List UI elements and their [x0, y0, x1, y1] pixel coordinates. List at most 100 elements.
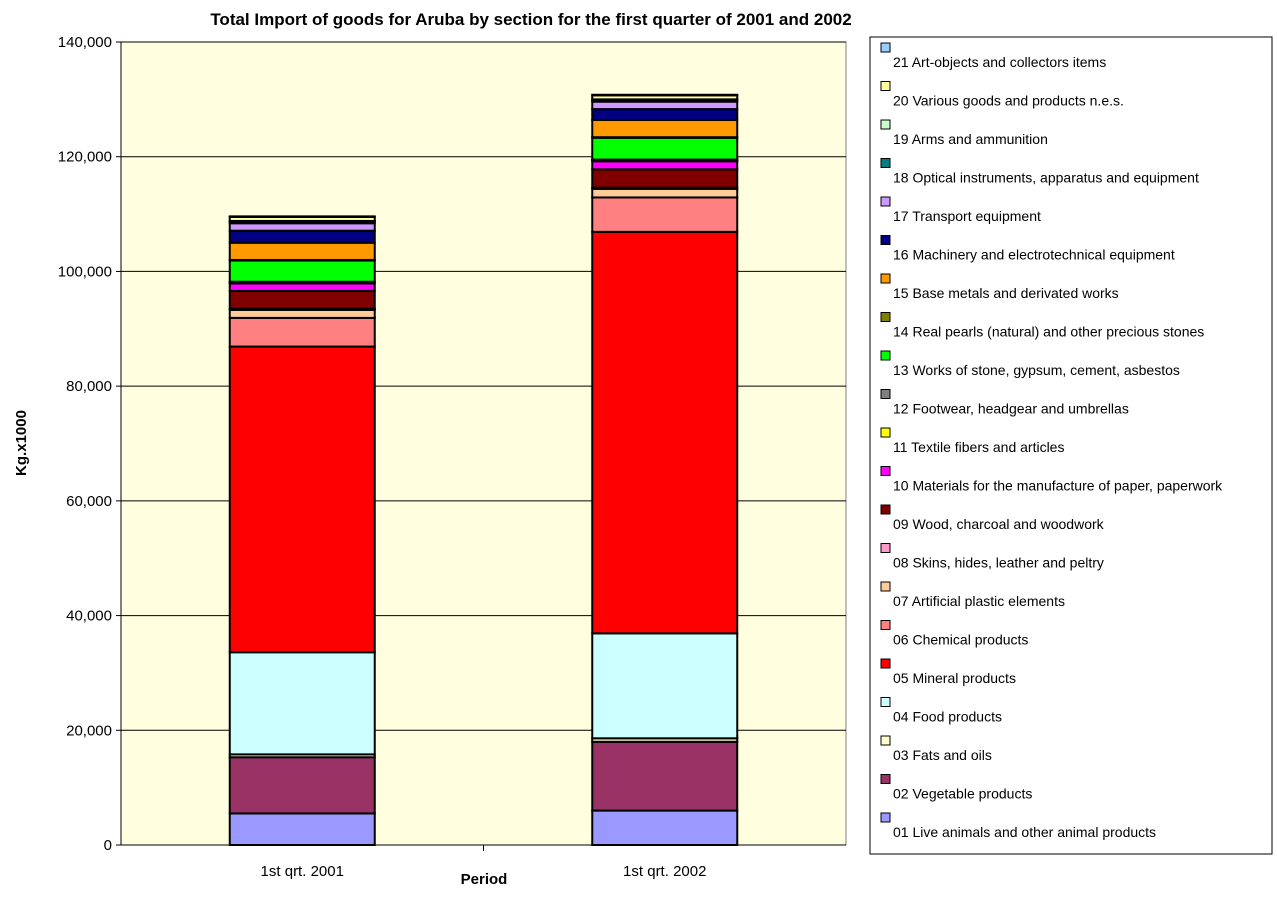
y-tick-label: 40,000: [66, 608, 112, 625]
bar-segment: [228, 651, 376, 756]
legend-item: 17 Transport equipment: [880, 196, 1041, 224]
bar-segment: [591, 100, 739, 111]
legend-swatch: [880, 735, 891, 746]
legend-swatch: [880, 774, 891, 784]
legend-label: 01 Live animals and other animal product…: [893, 824, 1156, 840]
legend-label: 12 Footwear, headgear and umbrellas: [893, 401, 1129, 417]
legend-label: 15 Base metals and derivated works: [893, 285, 1119, 301]
legend-label: 11 Textile fibers and articles: [893, 439, 1064, 455]
legend-swatch: [880, 273, 891, 284]
legend-item: 03 Fats and oils: [880, 735, 992, 763]
legend-swatch: [880, 658, 891, 669]
bar-segment: [228, 229, 376, 244]
bar-segment: [591, 168, 739, 189]
bar-segment: [591, 108, 739, 122]
y-tick-label: 0: [104, 837, 112, 854]
legend-label: 21 Art-objects and collectors items: [893, 54, 1106, 70]
legend-item: 07 Artificial plastic elements: [880, 581, 1065, 609]
bar-segment: [591, 119, 739, 139]
legend-label: 03 Fats and oils: [893, 747, 992, 763]
legend-label: 09 Wood, charcoal and woodwork: [893, 516, 1105, 532]
y-tick-label: 60,000: [66, 493, 112, 510]
bar-segment: [591, 187, 739, 199]
bar-segment: [591, 160, 739, 171]
legend-label: 19 Arms and ammunition: [893, 131, 1048, 147]
legend-swatch: [880, 312, 891, 322]
bar-segment: [228, 345, 376, 654]
legend-swatch: [880, 42, 891, 53]
legend-label: 05 Mineral products: [893, 670, 1016, 686]
chart-title: Total Import of goods for Aruba by secti…: [210, 10, 851, 29]
bar-segment: [228, 282, 376, 292]
legend-label: 18 Optical instruments, apparatus and eq…: [893, 170, 1199, 186]
x-tick-label: 1st qrt. 2002: [623, 863, 706, 880]
y-tick-label: 20,000: [66, 722, 112, 739]
bar-segment: [228, 289, 376, 310]
legend-label: 02 Vegetable products: [893, 786, 1032, 802]
legend-label: 04 Food products: [893, 709, 1002, 725]
legend-label: 17 Transport equipment: [893, 208, 1041, 224]
legend-swatch: [880, 389, 891, 399]
bar-segment: [591, 740, 739, 812]
legend-label: 14 Real pearls (natural) and other preci…: [893, 324, 1204, 340]
legend-swatch: [880, 235, 891, 245]
legend-item: 09 Wood, charcoal and woodwork: [880, 504, 1105, 532]
y-tick-label: 80,000: [66, 378, 112, 395]
legend-swatch: [880, 350, 891, 361]
legend-swatch: [880, 427, 891, 438]
legend-item: 11 Textile fibers and articles: [880, 427, 1064, 455]
bar-segment: [228, 222, 376, 232]
y-axis-title: Kg.x1000: [13, 410, 30, 476]
legend-swatch: [880, 81, 891, 91]
y-tick-label: 120,000: [58, 149, 112, 166]
legend-item: 16 Machinery and electrotechnical equipm…: [880, 235, 1175, 263]
legend-item: 10 Materials for the manufacture of pape…: [880, 466, 1223, 494]
bar-segment: [591, 196, 739, 233]
legend-label: 20 Various goods and products n.e.s.: [893, 93, 1124, 109]
x-axis-title: Period: [461, 871, 508, 888]
legend-swatch: [880, 697, 891, 707]
legend-item: 02 Vegetable products: [880, 774, 1032, 802]
bar-segment: [591, 230, 739, 635]
legend-item: 18 Optical instruments, apparatus and eq…: [880, 158, 1199, 186]
legend: 21 Art-objects and collectors items 20 Va…: [880, 42, 1223, 840]
legend-box: [869, 36, 1273, 855]
bar-segment: [228, 308, 376, 319]
legend-label: 16 Machinery and electrotechnical equipm…: [893, 247, 1175, 263]
legend-item: 08 Skins, hides, leather and peltry: [880, 543, 1104, 571]
bar-segment: [591, 809, 739, 846]
legend-label: 07 Artificial plastic elements: [893, 593, 1065, 609]
legend-item: 06 Chemical products: [880, 620, 1028, 648]
y-tick-label: 100,000: [58, 263, 112, 280]
legend-label: 08 Skins, hides, leather and peltry: [893, 555, 1104, 571]
legend-item: 21 Art-objects and collectors items: [880, 42, 1106, 70]
bar-segment: [228, 812, 376, 846]
legend-label: 06 Chemical products: [893, 632, 1028, 648]
bar-stack: [228, 215, 376, 846]
legend-swatch: [880, 504, 891, 515]
bar-segment: [228, 215, 376, 218]
legend-swatch: [880, 196, 891, 207]
legend-item: 12 Footwear, headgear and umbrellas: [880, 389, 1129, 417]
legend-swatch: [880, 543, 891, 553]
y-ticks: 0 20,000 40,000 60,000 80,000 100,000 120,000 1…: [58, 34, 121, 854]
legend-item: 13 Works of stone, gypsum, cement, asbes…: [880, 350, 1180, 378]
y-tick-label: 140,000: [58, 34, 112, 51]
legend-swatch: [880, 812, 891, 823]
legend-item: 20 Various goods and products n.e.s.: [880, 81, 1124, 109]
x-tick-label: 1st qrt. 2001: [261, 863, 344, 880]
legend-swatch: [880, 119, 891, 130]
bar-segment: [591, 632, 739, 740]
legend-item: 04 Food products: [880, 697, 1002, 725]
bar-segment: [591, 93, 739, 97]
bar-segment: [228, 316, 376, 348]
legend-swatch: [880, 466, 891, 476]
legend-item: 19 Arms and ammunition: [880, 119, 1048, 147]
legend-swatch: [880, 158, 891, 168]
legend-item: 01 Live animals and other animal product…: [880, 812, 1156, 840]
legend-swatch: [880, 581, 891, 592]
legend-item: 05 Mineral products: [880, 658, 1016, 686]
x-ticks: 1st qrt. 2001 1st qrt. 2002: [261, 845, 706, 880]
bar-segment: [228, 259, 376, 283]
